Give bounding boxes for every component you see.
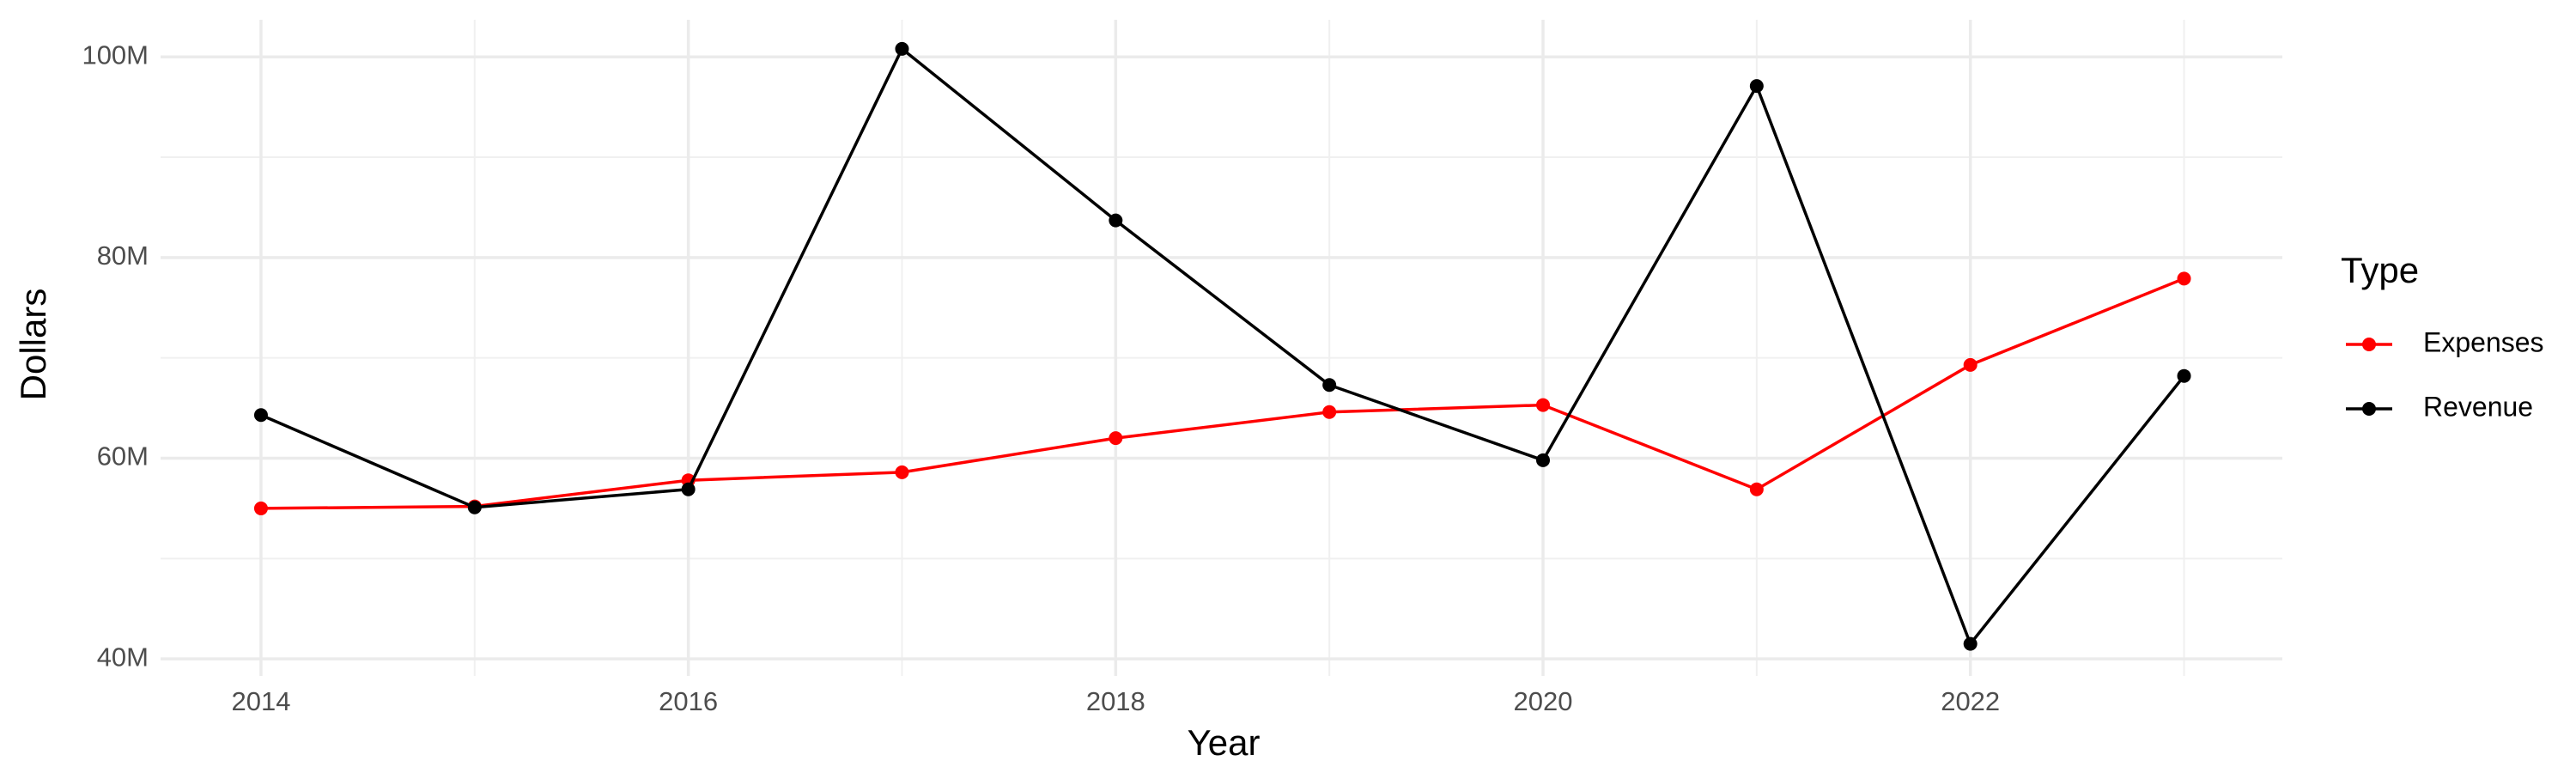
legend-key-point bbox=[2362, 402, 2376, 416]
x-tick-label: 2014 bbox=[231, 686, 290, 716]
data-point bbox=[1109, 431, 1123, 446]
data-point bbox=[2177, 368, 2191, 383]
x-tick-label: 2022 bbox=[1941, 686, 2000, 716]
data-point bbox=[1749, 79, 1764, 94]
y-axis-title: Dollars bbox=[13, 289, 53, 401]
data-point bbox=[895, 465, 909, 479]
y-tick-label: 60M bbox=[97, 441, 149, 472]
data-point bbox=[1963, 357, 1978, 372]
data-point bbox=[1536, 398, 1551, 412]
data-point bbox=[253, 408, 268, 423]
data-point bbox=[1536, 453, 1551, 467]
data-point bbox=[1322, 378, 1337, 393]
data-point bbox=[1109, 213, 1123, 228]
series-line bbox=[260, 46, 2185, 648]
data-point bbox=[1749, 482, 1764, 496]
data-point bbox=[2177, 271, 2191, 286]
data-point bbox=[1963, 636, 1978, 651]
legend-key-point bbox=[2362, 338, 2376, 351]
legend-label: Expenses bbox=[2423, 326, 2544, 357]
data-point bbox=[467, 500, 482, 514]
data-point bbox=[1322, 405, 1337, 419]
x-tick-label: 2020 bbox=[1514, 686, 1573, 716]
legend-label: Revenue bbox=[2423, 391, 2533, 422]
x-tick-label: 2016 bbox=[659, 686, 718, 716]
data-point bbox=[681, 482, 696, 496]
series-line bbox=[260, 277, 2185, 510]
data-point bbox=[895, 41, 909, 56]
data-point bbox=[253, 501, 268, 515]
x-tick-label: 2018 bbox=[1086, 686, 1145, 716]
y-tick-label: 80M bbox=[97, 240, 149, 271]
legend-title: Type bbox=[2341, 250, 2419, 290]
y-tick-label: 100M bbox=[82, 40, 149, 70]
x-axis-title: Year bbox=[1188, 722, 1261, 763]
y-tick-label: 40M bbox=[97, 642, 149, 672]
